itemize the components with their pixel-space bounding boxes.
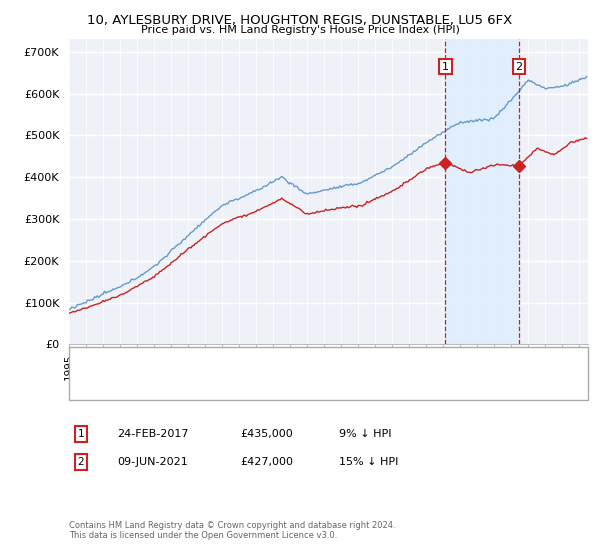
Text: 9% ↓ HPI: 9% ↓ HPI <box>339 429 391 439</box>
Text: 10, AYLESBURY DRIVE, HOUGHTON REGIS, DUNSTABLE, LU5 6FX (detached house): 10, AYLESBURY DRIVE, HOUGHTON REGIS, DUN… <box>108 357 512 367</box>
Text: ——: —— <box>75 379 100 392</box>
Bar <box>445 39 519 344</box>
Text: 24-FEB-2017: 24-FEB-2017 <box>117 429 188 439</box>
Text: Price paid vs. HM Land Registry's House Price Index (HPI): Price paid vs. HM Land Registry's House … <box>140 25 460 35</box>
Text: £427,000: £427,000 <box>240 457 293 467</box>
Text: Contains HM Land Registry data © Crown copyright and database right 2024.
This d: Contains HM Land Registry data © Crown c… <box>69 521 395 540</box>
Text: HPI: Average price, detached house, Central Bedfordshire: HPI: Average price, detached house, Cent… <box>108 380 389 390</box>
Text: 2: 2 <box>77 457 85 467</box>
Text: 1: 1 <box>442 62 449 72</box>
Text: ——: —— <box>75 356 100 368</box>
Text: 1: 1 <box>77 429 85 439</box>
Text: 15% ↓ HPI: 15% ↓ HPI <box>339 457 398 467</box>
Text: £435,000: £435,000 <box>240 429 293 439</box>
Text: 10, AYLESBURY DRIVE, HOUGHTON REGIS, DUNSTABLE, LU5 6FX: 10, AYLESBURY DRIVE, HOUGHTON REGIS, DUN… <box>88 14 512 27</box>
Text: 09-JUN-2021: 09-JUN-2021 <box>117 457 188 467</box>
Text: 2: 2 <box>515 62 523 72</box>
